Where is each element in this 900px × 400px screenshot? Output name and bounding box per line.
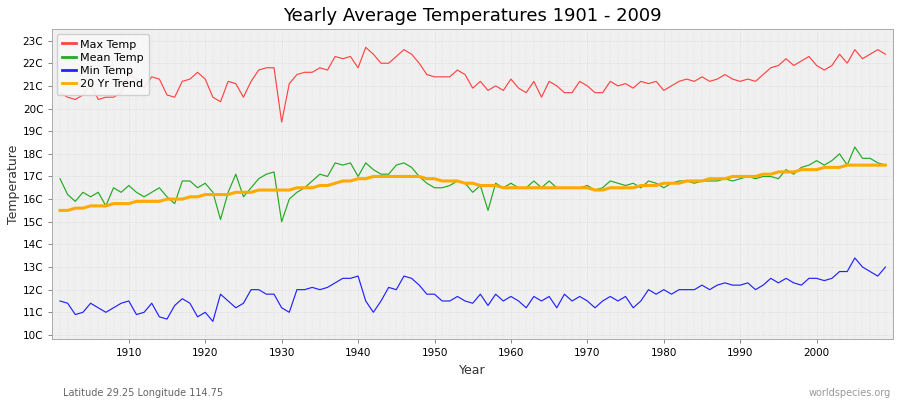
Y-axis label: Temperature: Temperature bbox=[7, 145, 20, 224]
Text: Latitude 29.25 Longitude 114.75: Latitude 29.25 Longitude 114.75 bbox=[63, 388, 223, 398]
Legend: Max Temp, Mean Temp, Min Temp, 20 Yr Trend: Max Temp, Mean Temp, Min Temp, 20 Yr Tre… bbox=[57, 34, 149, 95]
Title: Yearly Average Temperatures 1901 - 2009: Yearly Average Temperatures 1901 - 2009 bbox=[284, 7, 662, 25]
X-axis label: Year: Year bbox=[459, 364, 486, 377]
Text: worldspecies.org: worldspecies.org bbox=[809, 388, 891, 398]
